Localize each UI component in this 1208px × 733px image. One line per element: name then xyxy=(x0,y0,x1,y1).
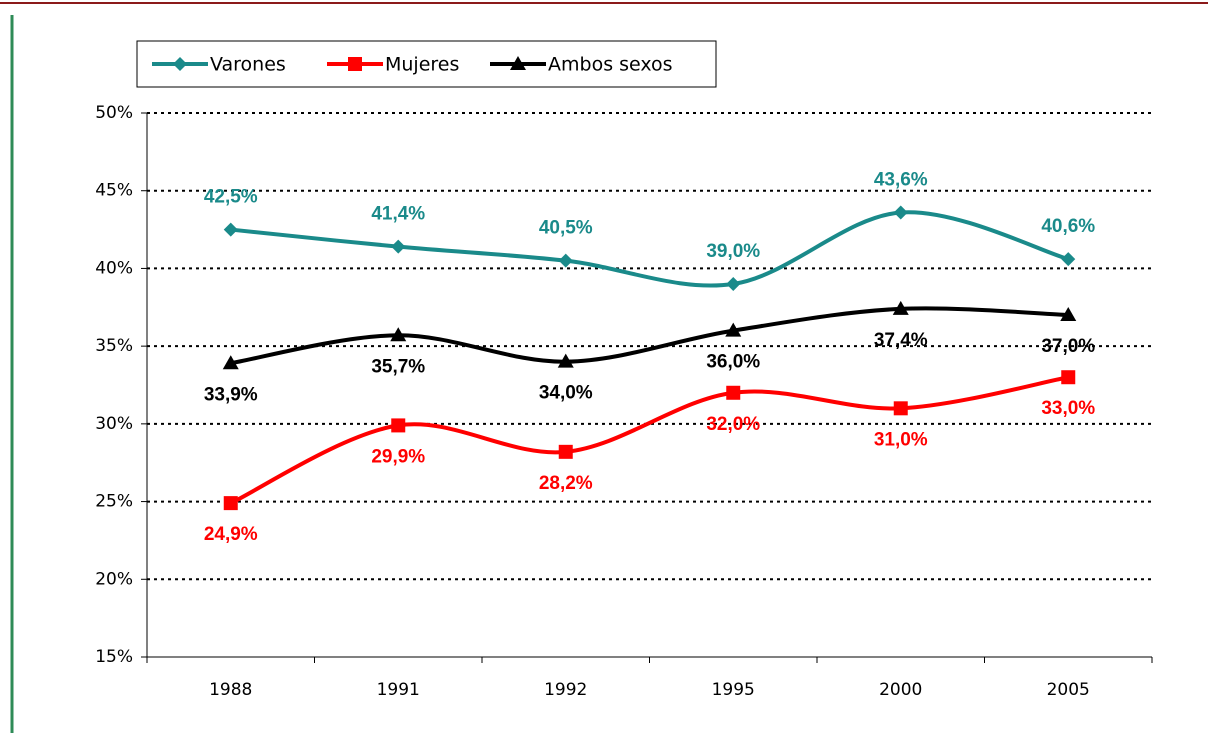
y-tick-label: 30% xyxy=(95,414,133,434)
data-label: 37,4% xyxy=(874,330,928,351)
point xyxy=(223,222,238,237)
y-tick-label: 45% xyxy=(95,181,133,201)
data-label: 31,0% xyxy=(874,429,928,450)
legend-marker xyxy=(348,57,362,71)
legend-label: Ambos sexos xyxy=(548,54,673,76)
point xyxy=(1061,370,1076,385)
point xyxy=(390,327,407,342)
point xyxy=(391,239,406,254)
x-tick-label: 1992 xyxy=(544,680,587,700)
data-label: 40,5% xyxy=(539,218,593,239)
point xyxy=(1061,252,1076,267)
x-tick-label: 1988 xyxy=(209,680,252,700)
point xyxy=(892,300,909,315)
point xyxy=(558,444,573,459)
data-label: 39,0% xyxy=(706,241,760,262)
y-tick-label: 15% xyxy=(95,647,133,667)
point xyxy=(893,205,908,220)
data-label: 37,0% xyxy=(1041,336,1095,357)
point xyxy=(557,353,574,368)
data-label: 33,9% xyxy=(204,384,258,405)
data-label: 35,7% xyxy=(371,356,425,377)
point xyxy=(725,322,742,337)
y-tick-label: 25% xyxy=(95,492,133,512)
data-label: 32,0% xyxy=(706,414,760,435)
data-label: 41,4% xyxy=(371,204,425,225)
point xyxy=(726,276,741,291)
legend-box xyxy=(136,40,717,88)
data-label: 43,6% xyxy=(874,169,928,190)
y-tick-label: 20% xyxy=(95,569,133,589)
x-tick-label: 1995 xyxy=(712,680,755,700)
series-line xyxy=(229,375,1069,505)
legend-label: Varones xyxy=(210,54,286,76)
y-tick-label: 35% xyxy=(95,336,133,356)
series-line xyxy=(230,210,1069,288)
data-label: 40,6% xyxy=(1041,216,1095,237)
data-label: 34,0% xyxy=(539,383,593,404)
point xyxy=(223,496,238,511)
data-label: 29,9% xyxy=(371,446,425,467)
legend-label: Mujeres xyxy=(385,54,459,76)
data-label: 33,0% xyxy=(1041,398,1095,419)
y-tick-label: 40% xyxy=(95,258,133,278)
legend-marker xyxy=(510,56,526,70)
data-label: 24,9% xyxy=(204,524,258,545)
data-label: 36,0% xyxy=(706,352,760,373)
x-tick-label: 2005 xyxy=(1047,680,1090,700)
x-tick-label: 1991 xyxy=(377,680,420,700)
point xyxy=(222,355,239,370)
y-tick-label: 50% xyxy=(95,103,133,123)
data-label: 42,5% xyxy=(204,187,258,208)
point xyxy=(1060,307,1077,322)
point xyxy=(893,401,908,416)
data-label: 28,2% xyxy=(539,473,593,494)
legend-marker xyxy=(173,57,187,71)
point xyxy=(558,253,573,268)
point xyxy=(391,418,406,433)
point xyxy=(726,385,741,400)
x-tick-label: 2000 xyxy=(879,680,922,700)
series-line xyxy=(230,306,1069,366)
